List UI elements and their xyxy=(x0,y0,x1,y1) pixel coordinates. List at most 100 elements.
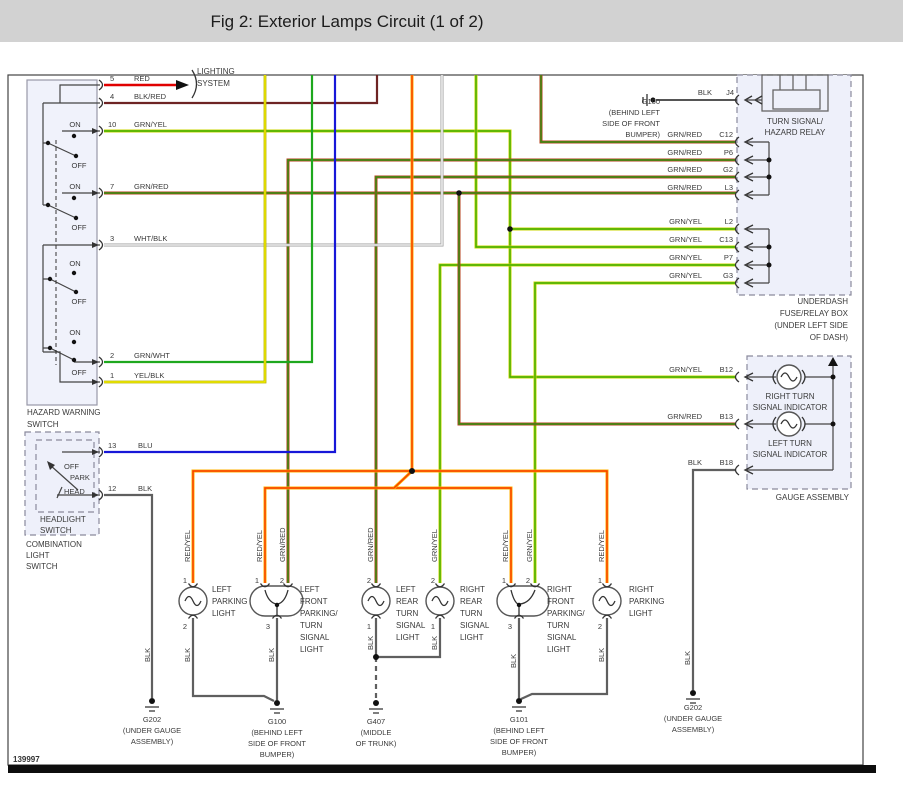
title-bar-background xyxy=(0,0,903,42)
ground-loc: OF TRUNK) xyxy=(356,739,397,748)
ground-id: G202 xyxy=(684,703,702,712)
lighting-system-bracket xyxy=(191,69,198,99)
ground-icon-g100 xyxy=(270,700,284,714)
ground-loc: ASSEMBLY) xyxy=(672,725,715,734)
wire-yel-blk xyxy=(104,75,266,383)
wire-label: GRN/RED xyxy=(667,183,702,192)
sw1-on: ON xyxy=(69,120,80,129)
lamp-name: LEFT xyxy=(212,585,232,594)
combo-switch-label2: LIGHT xyxy=(26,551,50,560)
lamp-name: PARKING/ xyxy=(547,609,585,618)
sw4-off: OFF xyxy=(72,368,87,377)
hazard-switch-label1: HAZARD WARNING xyxy=(27,408,100,417)
ground-icon-g407 xyxy=(369,700,383,714)
pin-label: C13 xyxy=(719,235,733,244)
blk-label: BLK xyxy=(183,648,192,662)
g100-loc3: BUMPER) xyxy=(625,130,660,139)
wire-label: GRN/RED xyxy=(134,182,169,191)
doc-number: 139997 xyxy=(13,755,40,764)
wire-label: BLK xyxy=(688,458,702,467)
lamp-name: PARKING xyxy=(212,597,247,606)
ground-loc: (BEHIND LEFT xyxy=(493,726,545,735)
combo-switch-label3: SWITCH xyxy=(26,562,58,571)
pin-num: 13 xyxy=(108,441,116,450)
lamp-pin: 1 xyxy=(255,576,259,585)
lamp-name: LIGHT xyxy=(629,609,653,618)
pin-num: 1 xyxy=(110,371,114,380)
ground-loc: ASSEMBLY) xyxy=(131,737,174,746)
blk-label: BLK xyxy=(267,648,276,662)
pin-num: 4 xyxy=(110,92,114,101)
ground-loc: (UNDER GAUGE xyxy=(664,714,722,723)
fusebox-label1: UNDERDASH xyxy=(797,297,848,306)
wire-grn-yel-G3 xyxy=(534,282,736,583)
wire-grn-red-G2 xyxy=(375,176,736,583)
pin-label: J4 xyxy=(726,88,734,97)
pin-num: 2 xyxy=(110,351,114,360)
wire-blk-right-parking xyxy=(520,618,609,701)
lamp-name: RIGHT xyxy=(629,585,654,594)
wire-wht-blk xyxy=(104,75,443,246)
lamp-pin: 1 xyxy=(183,576,187,585)
wire-label: RED xyxy=(134,74,150,83)
wire-grn-yel-C13 xyxy=(475,75,736,248)
lamp-name: LEFT xyxy=(300,585,320,594)
left-turn-ind-label1: LEFT TURN xyxy=(768,439,812,448)
lamp-pin: 2 xyxy=(431,576,435,585)
wire-label: GRN/RED xyxy=(667,130,702,139)
junction-dots xyxy=(373,157,836,660)
labels: LIGHTING SYSTEM 5 RED 4 BLK/RED 10 GRN/Y… xyxy=(26,67,850,759)
fusebox-label2: FUSE/RELAY BOX xyxy=(780,309,849,318)
ground-loc: BUMPER) xyxy=(502,748,537,757)
hazard-warning-switch-box xyxy=(26,79,98,406)
pin-label: B13 xyxy=(720,412,733,421)
g100-loc1: (BEHIND LEFT xyxy=(609,108,661,117)
wire-label: BLK/RED xyxy=(134,92,167,101)
title-bar: Fig 2: Exterior Lamps Circuit (1 of 2) xyxy=(0,0,903,42)
wire-label: YEL/BLK xyxy=(134,371,164,380)
wire-label: BLK xyxy=(138,484,152,493)
pin-label: B12 xyxy=(720,365,733,374)
wire-blk-headlight-ground xyxy=(104,493,154,698)
feed-label: GRN/YEL xyxy=(525,529,534,562)
left-rear-turn-bulb xyxy=(361,583,391,619)
lamp-pin: 2 xyxy=(183,622,187,631)
lighting-system-line2: SYSTEM xyxy=(197,79,230,88)
blk-label: BLK xyxy=(597,648,606,662)
lamp-name: SIGNAL xyxy=(547,633,577,642)
pin-label: L3 xyxy=(725,183,733,192)
g100-id: G100 xyxy=(642,97,660,106)
wire-label: WHT/BLK xyxy=(134,234,167,243)
rotary-arrow xyxy=(49,464,79,491)
wire-label: GRN/RED xyxy=(667,165,702,174)
lamp-name: PARKING xyxy=(629,597,664,606)
ground-loc: SIDE OF FRONT xyxy=(490,737,548,746)
left-front-parking-turn-bulb xyxy=(249,583,304,619)
lamp-name: LIGHT xyxy=(460,633,484,642)
wire-red-yel-parking-main xyxy=(192,470,608,583)
feed-label: RED/YEL xyxy=(597,530,606,562)
feed-label: RED/YEL xyxy=(255,530,264,562)
ground-loc: (UNDER GAUGE xyxy=(123,726,181,735)
pin-label: P6 xyxy=(724,148,733,157)
lamp-pin: 2 xyxy=(598,622,602,631)
fusebox-bus-grnred xyxy=(745,141,770,196)
hazard-switch-label2: SWITCH xyxy=(27,420,59,429)
lamp-pin: 2 xyxy=(280,576,284,585)
wire-grn-red-P6 xyxy=(287,159,736,583)
fusebox-bus-grnyel xyxy=(745,228,770,284)
wire-label: GRN/YEL xyxy=(669,253,702,262)
wire-blk-left-parking xyxy=(191,618,275,702)
lamp-pin: 2 xyxy=(526,576,530,585)
right-turn-ind-label2: SIGNAL INDICATOR xyxy=(753,403,828,412)
lamp-name: TURN xyxy=(396,609,418,618)
pin-num: 3 xyxy=(110,234,114,243)
wire-grn-yel-P7 xyxy=(439,264,736,583)
g100-loc2: SIDE OF FRONT xyxy=(602,119,660,128)
switch-blades xyxy=(47,142,77,361)
box-connectors-internals xyxy=(642,94,838,476)
pin-label: B18 xyxy=(720,458,733,467)
pin-label: P7 xyxy=(724,253,733,262)
lamp-name: LIGHT xyxy=(396,633,420,642)
